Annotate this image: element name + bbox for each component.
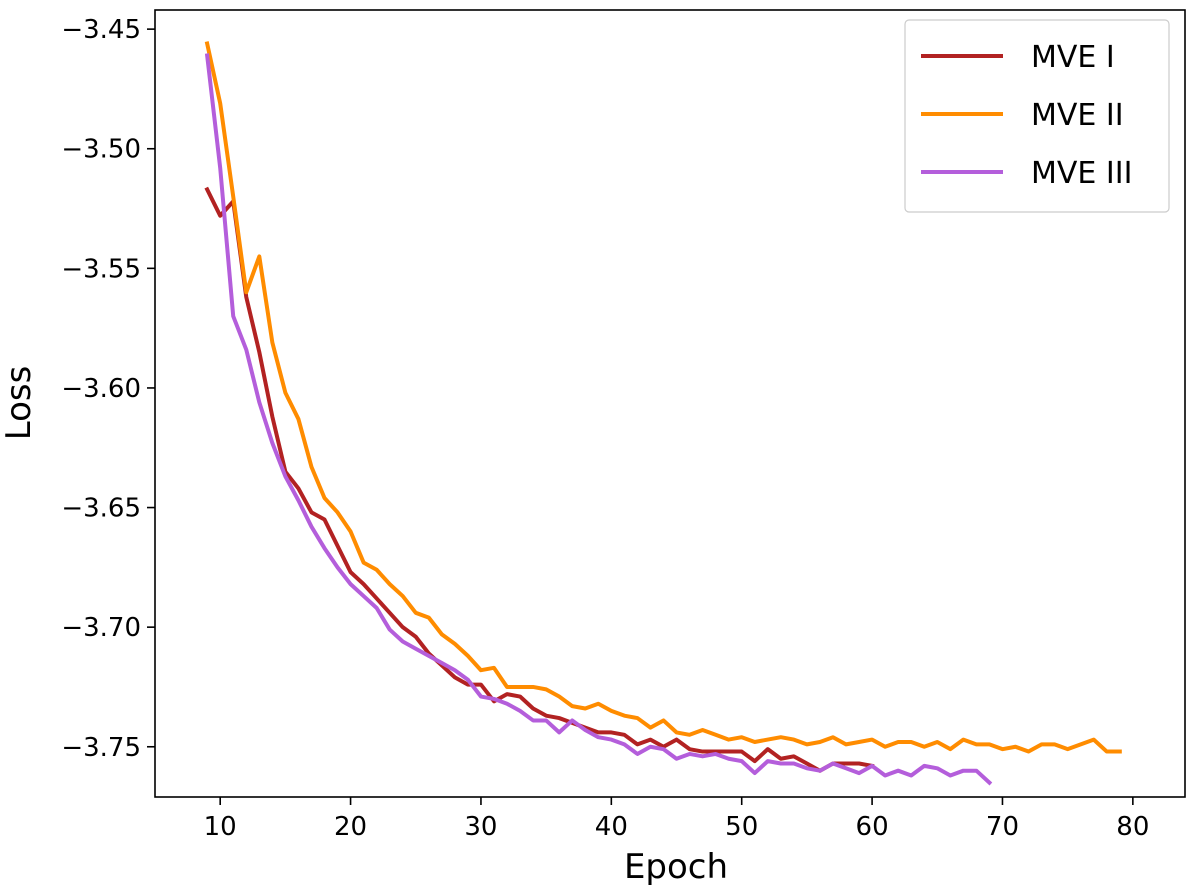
x-tick-label: 70 — [986, 812, 1019, 842]
series-layer — [204, 41, 1122, 786]
legend-box — [904, 19, 1170, 213]
plot-frame — [154, 9, 1186, 798]
series-line-1 — [204, 186, 875, 773]
y-tick-label: −3.75 — [61, 733, 141, 763]
y-tick-label: −3.55 — [61, 254, 141, 284]
y-tick-label: −3.70 — [61, 613, 141, 643]
legend-label-2: MVE II — [1031, 98, 1124, 133]
y-tick-label: −3.45 — [61, 15, 141, 45]
y-tick-label: −3.60 — [61, 374, 141, 404]
x-axis: 10 20 30 40 50 60 70 80 — [204, 797, 1149, 842]
x-tick-label: 50 — [725, 812, 758, 842]
legend-label-1: MVE I — [1031, 40, 1115, 75]
x-tick-label: 60 — [856, 812, 889, 842]
series-line-2 — [204, 41, 1122, 754]
y-tick-label: −3.65 — [61, 494, 141, 524]
x-tick-label: 10 — [204, 812, 237, 842]
legend: MVE I MVE II MVE III — [904, 19, 1170, 213]
y-tick-label: −3.50 — [61, 135, 141, 165]
legend-label-3: MVE III — [1031, 156, 1132, 191]
series-line-3 — [204, 53, 993, 786]
x-tick-label: 40 — [595, 812, 628, 842]
y-axis: −3.45 −3.50 −3.55 −3.60 −3.65 −3.70 −3.75 — [61, 15, 155, 763]
x-axis-label: Epoch — [624, 847, 728, 887]
x-tick-label: 20 — [334, 812, 367, 842]
x-tick-label: 80 — [1116, 812, 1149, 842]
x-tick-label: 30 — [464, 812, 497, 842]
y-axis-label: Loss — [0, 366, 39, 441]
